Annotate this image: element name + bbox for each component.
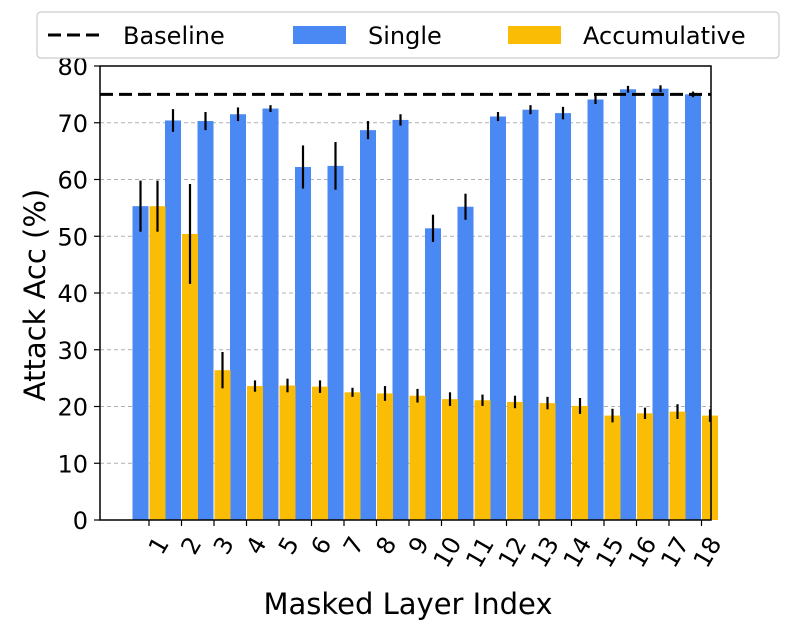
x-tick-label-17: 17: [655, 532, 695, 572]
bar-accumulative-10: [442, 399, 458, 520]
bar-accumulative-3: [214, 370, 231, 520]
bar-single-9: [392, 119, 409, 520]
bar-single-2: [165, 120, 181, 520]
x-axis-label: Masked Layer Index: [263, 587, 552, 621]
x-tick-label-6: 6: [305, 532, 337, 559]
x-tick-label-13: 13: [525, 532, 565, 572]
y-tick-label-20: 20: [57, 394, 88, 422]
bar-single-14: [555, 113, 571, 520]
y-tick-label-70: 70: [57, 110, 88, 138]
bar-accumulative-15: [604, 415, 621, 520]
bar-accumulative-1: [149, 206, 166, 521]
bar-single-17: [652, 88, 669, 520]
legend-baseline-label: Baseline: [123, 22, 225, 50]
bar-accumulative-7: [344, 392, 361, 520]
legend-accumulative-swatch: [508, 26, 561, 44]
bar-accumulative-6: [312, 386, 328, 520]
bar-single-8: [360, 130, 376, 520]
bar-single-18: [685, 94, 701, 520]
bar-accumulative-13: [539, 403, 556, 520]
bar-single-13: [522, 109, 539, 520]
legend-single-swatch: [293, 26, 346, 44]
bar-accumulative-17: [669, 411, 686, 520]
y-tick-label-30: 30: [57, 337, 88, 365]
bar-single-4: [230, 114, 246, 521]
x-tick-label-18: 18: [688, 532, 728, 572]
legend-accumulative-label: Accumulative: [583, 22, 746, 50]
y-tick-label-0: 0: [73, 507, 88, 535]
bar-accumulative-11: [474, 400, 491, 520]
bar-accumulative-12: [507, 401, 523, 520]
bar-accumulative-18: [702, 415, 718, 520]
x-tick-label-3: 3: [208, 532, 240, 559]
y-axis-label: Attack Acc (%): [18, 189, 52, 401]
bar-accumulative-8: [377, 393, 393, 520]
error-bars: [139, 85, 712, 423]
bar-single-16: [620, 89, 636, 520]
legend-frame: [36, 11, 780, 59]
x-tick-label-7: 7: [338, 532, 370, 559]
bars: [132, 88, 718, 521]
bar-single-1: [132, 206, 149, 521]
bar-single-7: [327, 165, 344, 520]
legend: Baseline Single Accumulative: [36, 11, 780, 59]
x-tick-label-12: 12: [493, 532, 533, 572]
y-tick-label-10: 10: [57, 450, 88, 478]
bar-single-6: [295, 167, 311, 520]
bar-single-12: [490, 116, 506, 520]
x-tick-label-5: 5: [273, 532, 305, 559]
y-tick-label-50: 50: [57, 223, 88, 251]
x-tick-label-15: 15: [590, 532, 630, 572]
bar-single-15: [587, 99, 604, 521]
x-tick-label-2: 2: [175, 532, 207, 559]
bar-accumulative-9: [409, 395, 426, 520]
x-tick-label-16: 16: [623, 532, 663, 572]
bar-accumulative-4: [247, 386, 263, 520]
x-tick-label-4: 4: [240, 532, 272, 559]
bar-accumulative-14: [572, 405, 588, 520]
bar-accumulative-2: [182, 233, 198, 521]
bar-single-10: [425, 228, 441, 520]
bar-single-11: [457, 206, 474, 521]
bar-single-5: [262, 108, 279, 520]
y-tick-label-60: 60: [57, 167, 88, 195]
x-tick-label-14: 14: [558, 532, 598, 572]
x-tick-label-8: 8: [370, 532, 402, 559]
y-tick-label-40: 40: [57, 280, 88, 308]
legend-single-label: Single: [368, 22, 442, 50]
x-tick-label-1: 1: [143, 532, 175, 559]
x-tick-label-11: 11: [460, 532, 500, 572]
bar-accumulative-16: [637, 413, 653, 520]
x-tick-label-10: 10: [428, 532, 468, 572]
bar-accumulative-5: [279, 385, 296, 520]
bar-single-3: [197, 121, 214, 521]
